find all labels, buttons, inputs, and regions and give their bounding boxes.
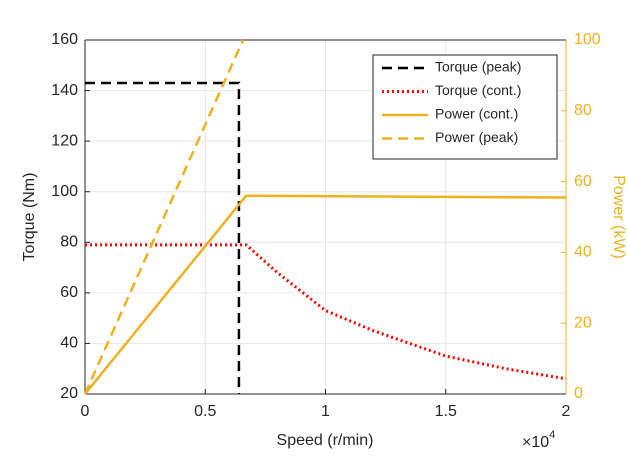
x-tick-label: 1 [321, 403, 330, 420]
legend-label: Power (peak) [435, 129, 518, 145]
legend-label: Torque (cont.) [435, 82, 521, 98]
x-tick-label: 1.5 [435, 403, 457, 420]
y-tick-label: 40 [60, 335, 78, 352]
y2-tick-label: 100 [574, 31, 601, 48]
y-tick-label: 140 [51, 82, 78, 99]
y2-tick-label: 80 [574, 102, 592, 119]
legend-label: Power (cont.) [435, 106, 518, 122]
legend-box [372, 54, 558, 160]
y2-tick-label: 60 [574, 173, 592, 190]
series-line [83, 39, 245, 395]
x-axis-label: Speed (r/min) [277, 432, 374, 449]
x-multiplier-exponent: 4 [549, 429, 555, 441]
y-tick-label: 160 [51, 31, 78, 48]
y2-tick-label: 0 [574, 385, 583, 402]
y-axis-label: Torque (Nm) [21, 173, 38, 262]
x-multiplier-base: ×10 [522, 434, 549, 451]
y-tick-label: 20 [60, 385, 78, 402]
y-tick-label: 60 [60, 284, 78, 301]
series-line [85, 81, 241, 394]
y2-axis-label: Power (kW) [610, 175, 627, 259]
y-tick-label: 100 [51, 183, 78, 200]
x-multiplier: ×104 [522, 429, 555, 451]
legend-label: Torque (peak) [435, 59, 521, 75]
y-tick-label: 80 [60, 234, 78, 251]
x-tick-label: 0.5 [194, 403, 216, 420]
x-tick-label: 0 [81, 403, 90, 420]
y-tick-label: 120 [51, 132, 78, 149]
y2-tick-label: 40 [574, 244, 592, 261]
series-line [84, 194, 567, 395]
x-tick-label: 2 [562, 403, 571, 420]
series-line [85, 243, 567, 381]
y2-tick-label: 20 [574, 314, 592, 331]
